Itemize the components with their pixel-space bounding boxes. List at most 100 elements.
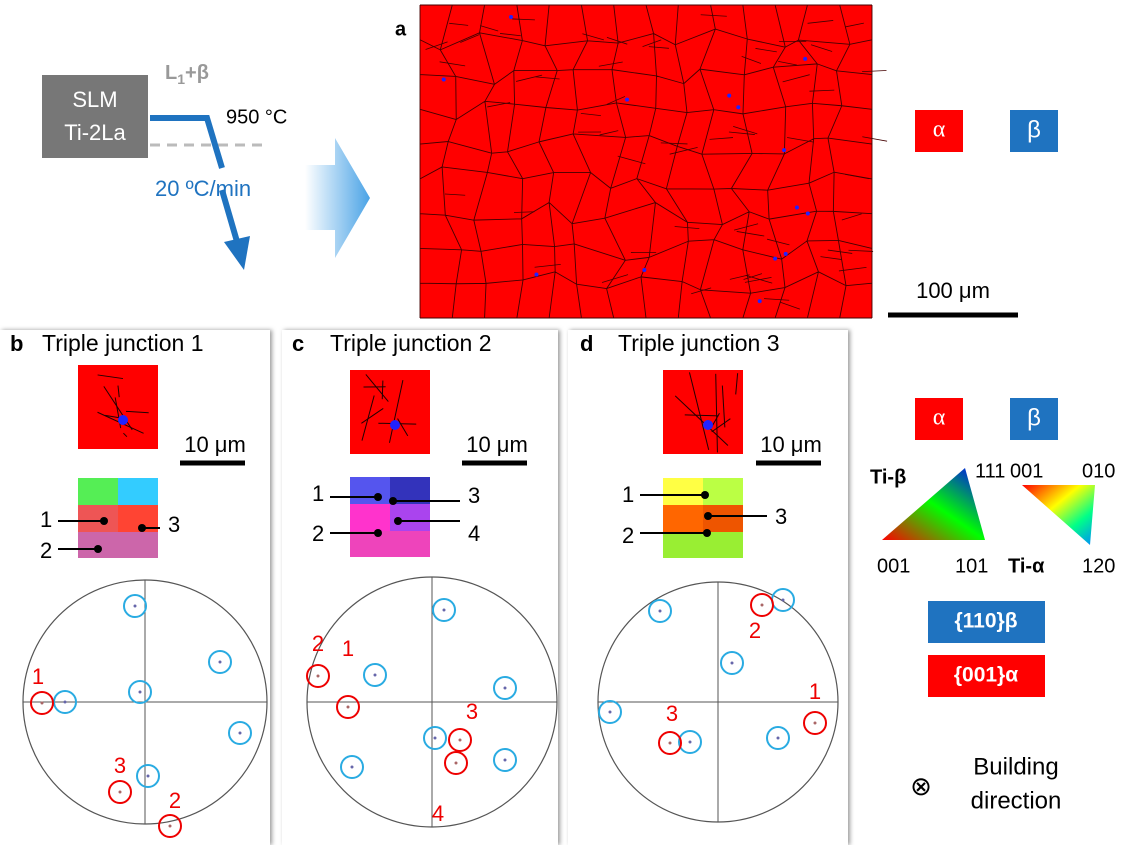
scale-label: 100 μm xyxy=(916,278,990,303)
scale-label: 10 μm xyxy=(466,432,528,457)
ti-alpha: Ti-α xyxy=(1008,555,1045,577)
ipf-triangle xyxy=(1022,485,1095,545)
dot xyxy=(609,711,612,714)
beta-spot xyxy=(534,272,538,276)
alpha-label: α xyxy=(933,405,946,431)
direction-label: direction xyxy=(971,787,1062,814)
pole-label: 1 xyxy=(809,679,821,704)
beta-spot xyxy=(118,415,128,425)
dot xyxy=(219,661,222,664)
beta-label: β xyxy=(1027,404,1041,431)
point xyxy=(701,491,709,499)
beta-spot xyxy=(758,299,762,303)
ipf-region xyxy=(350,504,390,531)
pole-label: 2 xyxy=(312,631,324,656)
ipf-region xyxy=(663,532,743,558)
point xyxy=(94,545,102,553)
dot xyxy=(347,706,350,709)
panel-label: d xyxy=(580,331,593,356)
pole-label: 3 xyxy=(666,701,678,726)
ti-beta: Ti-β xyxy=(870,466,906,488)
dot xyxy=(669,742,672,745)
dot xyxy=(504,687,507,690)
phase-rest: +β xyxy=(185,62,209,84)
pole-label: 3 xyxy=(114,753,126,778)
dot xyxy=(239,732,242,735)
dot xyxy=(443,609,446,612)
ipf-label: 3 xyxy=(468,483,480,508)
ipf-region xyxy=(663,505,703,532)
beta-spot xyxy=(782,148,786,152)
legend-right: α β Ti-β 111 001 101 Ti-α 001 010 120 {1… xyxy=(870,398,1115,814)
dot xyxy=(434,737,437,740)
symbol: ⊗ xyxy=(910,771,932,801)
dot xyxy=(119,791,122,794)
ipf-label: 1 xyxy=(622,482,634,507)
pole-label: 3 xyxy=(466,699,478,724)
ebsd-map xyxy=(663,370,743,454)
beta-spot xyxy=(727,94,731,98)
schematic: SLM Ti-2La L1+β 950 °C 20 ºC/min xyxy=(42,62,370,270)
plane-label: {001}α xyxy=(954,664,1018,687)
pole-label: 2 xyxy=(169,788,181,813)
material: SLM xyxy=(72,87,117,112)
corner: 120 xyxy=(1082,555,1115,577)
ipf-label: 3 xyxy=(168,512,180,537)
panel-label: b xyxy=(10,331,23,356)
dot xyxy=(351,766,354,769)
beta-spot xyxy=(442,78,446,82)
beta-spot xyxy=(509,15,513,19)
panel-title: Triple junction 1 xyxy=(42,330,204,356)
corner: 101 xyxy=(955,555,988,577)
panel-label: a xyxy=(395,18,407,40)
dot xyxy=(782,599,785,602)
beta-spot xyxy=(625,98,629,102)
point xyxy=(138,524,146,532)
beta-spot xyxy=(390,420,400,430)
ipf-label: 2 xyxy=(312,521,324,546)
beta-spot xyxy=(773,257,777,261)
panel-label: c xyxy=(292,331,304,356)
pole-label: 2 xyxy=(749,618,761,643)
beta-spot xyxy=(803,57,807,61)
corner: 001 xyxy=(1010,460,1043,482)
ipf-region xyxy=(390,504,430,531)
point xyxy=(704,512,712,520)
pole-label: 1 xyxy=(32,664,44,689)
dot xyxy=(139,691,142,694)
corner: 111 xyxy=(975,460,1005,482)
dot xyxy=(147,775,150,778)
plane-label: {110}β xyxy=(954,610,1017,633)
ipf-region xyxy=(78,505,118,532)
point xyxy=(374,493,382,501)
direction-label: Building xyxy=(973,753,1058,780)
beta-spot xyxy=(736,105,740,109)
beta-spot xyxy=(642,268,646,272)
pole-label: 1 xyxy=(342,636,354,661)
point xyxy=(100,517,108,525)
panel-title: Triple junction 3 xyxy=(618,330,780,356)
ipf-label: 3 xyxy=(775,504,787,529)
ipf-region xyxy=(350,531,430,557)
dot xyxy=(41,702,44,705)
boundary xyxy=(382,381,383,400)
figure: SLM Ti-2La L1+β 950 °C 20 ºC/min a 100 μ… xyxy=(0,0,1133,845)
beta-spot xyxy=(784,252,788,256)
dot xyxy=(64,701,67,704)
ipf-region xyxy=(350,477,390,504)
ipf-label: 2 xyxy=(40,538,52,563)
beta-spot xyxy=(795,206,799,210)
arrow-head xyxy=(224,236,250,270)
phase-sub: 1 xyxy=(177,71,185,87)
dot xyxy=(374,674,377,677)
corner: 001 xyxy=(877,555,910,577)
ipf-label: 4 xyxy=(468,521,480,546)
dot xyxy=(659,610,662,613)
dot xyxy=(689,741,692,744)
dot xyxy=(134,605,137,608)
alpha-label: α xyxy=(933,117,946,143)
dot xyxy=(731,662,734,665)
pole-label: 4 xyxy=(432,801,444,826)
dot xyxy=(814,722,817,725)
scale-label: 10 μm xyxy=(184,432,246,457)
